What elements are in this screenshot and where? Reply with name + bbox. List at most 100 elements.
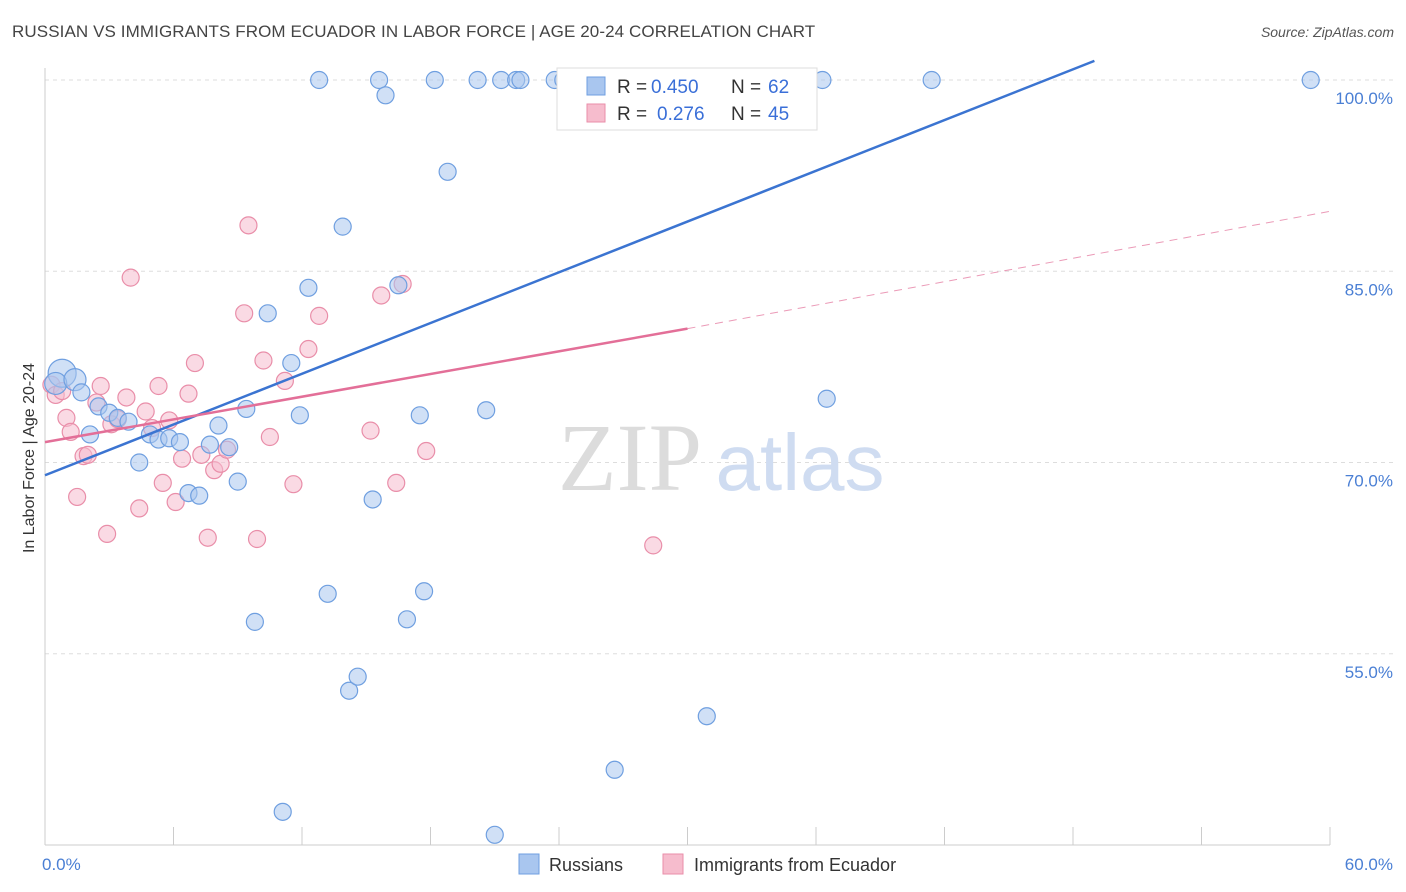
grid-lines [45,79,1395,655]
x-tick-label: 0.0% [42,855,81,874]
ecuador-point [153,473,172,492]
legend-n-value-1: 62 [768,77,789,98]
russians-point [1301,70,1320,90]
watermark: ZIP atlas [558,404,884,511]
ecuador-point [247,529,267,549]
russians-point [477,401,496,420]
russians-point [299,278,318,297]
ecuador-trend-line [44,327,688,444]
ecuador-trend-extension [687,210,1331,330]
russians-point [310,70,329,90]
ecuador-point [130,499,149,518]
legend-n-label-1: N = [731,77,761,98]
russians-point [370,70,389,90]
russians-point [245,612,264,631]
watermark-atlas: atlas [716,418,885,507]
trend-lines [44,59,1331,477]
series-legend: Russians Immigrants from Ecuador [518,853,896,875]
ecuador-point [136,402,155,421]
ecuador-point [239,216,258,235]
russians-point [72,383,91,402]
ecuador-point [310,306,329,325]
russians-point [922,70,941,90]
russians-trend-line [44,59,1095,477]
tick-labels: 55.0% 70.0% 85.0% 100.0% 0.0% 60.0% [42,89,1393,874]
russians-point [340,681,359,700]
ecuador-point [235,304,254,323]
legend-r-label-1: R = [617,77,647,98]
russians-point [348,667,367,686]
russians-point [130,453,149,472]
russians-point [389,276,408,295]
ecuador-point [185,353,205,373]
ecuador-point [98,524,117,544]
russians-point [438,162,457,181]
russians-point [363,490,382,509]
ecuador-point [299,339,318,359]
axes [44,68,1331,846]
russians-point [333,217,352,236]
correlation-legend: R = 0.450 N = 62 R = 0.276 N = 45 [556,67,818,131]
russians-point [273,802,292,821]
legend-n-label-2: N = [731,104,761,125]
chart-source: Source: ZipAtlas.com [1260,24,1394,40]
ecuador-point [166,492,185,512]
russians-point [817,389,836,408]
russians-point [425,70,444,90]
russians-point [697,707,716,726]
ecuador-point [198,528,217,547]
ecuador-point [254,351,273,370]
russians-point [468,70,487,90]
y-axis-label: In Labor Force | Age 20-24 [21,363,38,553]
russians-point [605,760,624,779]
ecuador-point [172,449,192,468]
ecuador-point [387,473,406,492]
russians-point [220,438,239,457]
ecuador-point [179,384,198,403]
russians-point [200,435,220,454]
russians-point [376,86,395,105]
russians-point [258,304,277,323]
ecuador-point [117,388,136,407]
russians-point [290,406,309,425]
watermark-zip: ZIP [558,404,702,511]
russians-point [282,353,301,373]
russians-point [318,584,337,603]
ecuador-point [372,286,391,305]
legend-swatch-ecuador [586,103,606,123]
legend-r-label-2: R = [617,104,647,125]
y-tick-label: 55.0% [1345,663,1393,682]
chart-title: RUSSIAN VS IMMIGRANTS FROM ECUADOR IN LA… [12,22,816,41]
russians-point [170,433,190,452]
russians-point [190,486,209,505]
ecuador-point [91,376,110,396]
y-tick-label: 85.0% [1345,280,1393,299]
legend-n-value-2: 45 [768,104,789,125]
russians-point [410,406,429,425]
russians-point [44,371,68,396]
russians-point [397,610,417,629]
bottom-legend-swatch-russians [518,853,540,875]
y-tick-label: 70.0% [1345,472,1393,491]
bottom-legend-russians: Russians [549,855,623,875]
legend-swatch-russians [586,76,606,96]
legend-r-value-2: 0.276 [657,104,705,125]
russians-point [237,399,256,419]
russians-point [511,70,530,90]
russians-point [485,825,504,844]
russians-point [228,472,247,491]
x-tick-label: 60.0% [1345,855,1393,874]
ecuador-point [417,441,436,461]
ecuador-point [68,487,87,507]
ecuador-point [149,376,168,396]
bottom-legend-swatch-ecuador [662,853,684,875]
ecuador-point [260,427,279,447]
legend-r-value-1: 0.450 [651,77,699,98]
ecuador-point [284,475,303,494]
russians-point [209,416,228,435]
ecuador-point [644,536,663,555]
y-tick-label: 100.0% [1335,89,1393,108]
ecuador-point [121,268,140,287]
russians-point [414,582,434,601]
